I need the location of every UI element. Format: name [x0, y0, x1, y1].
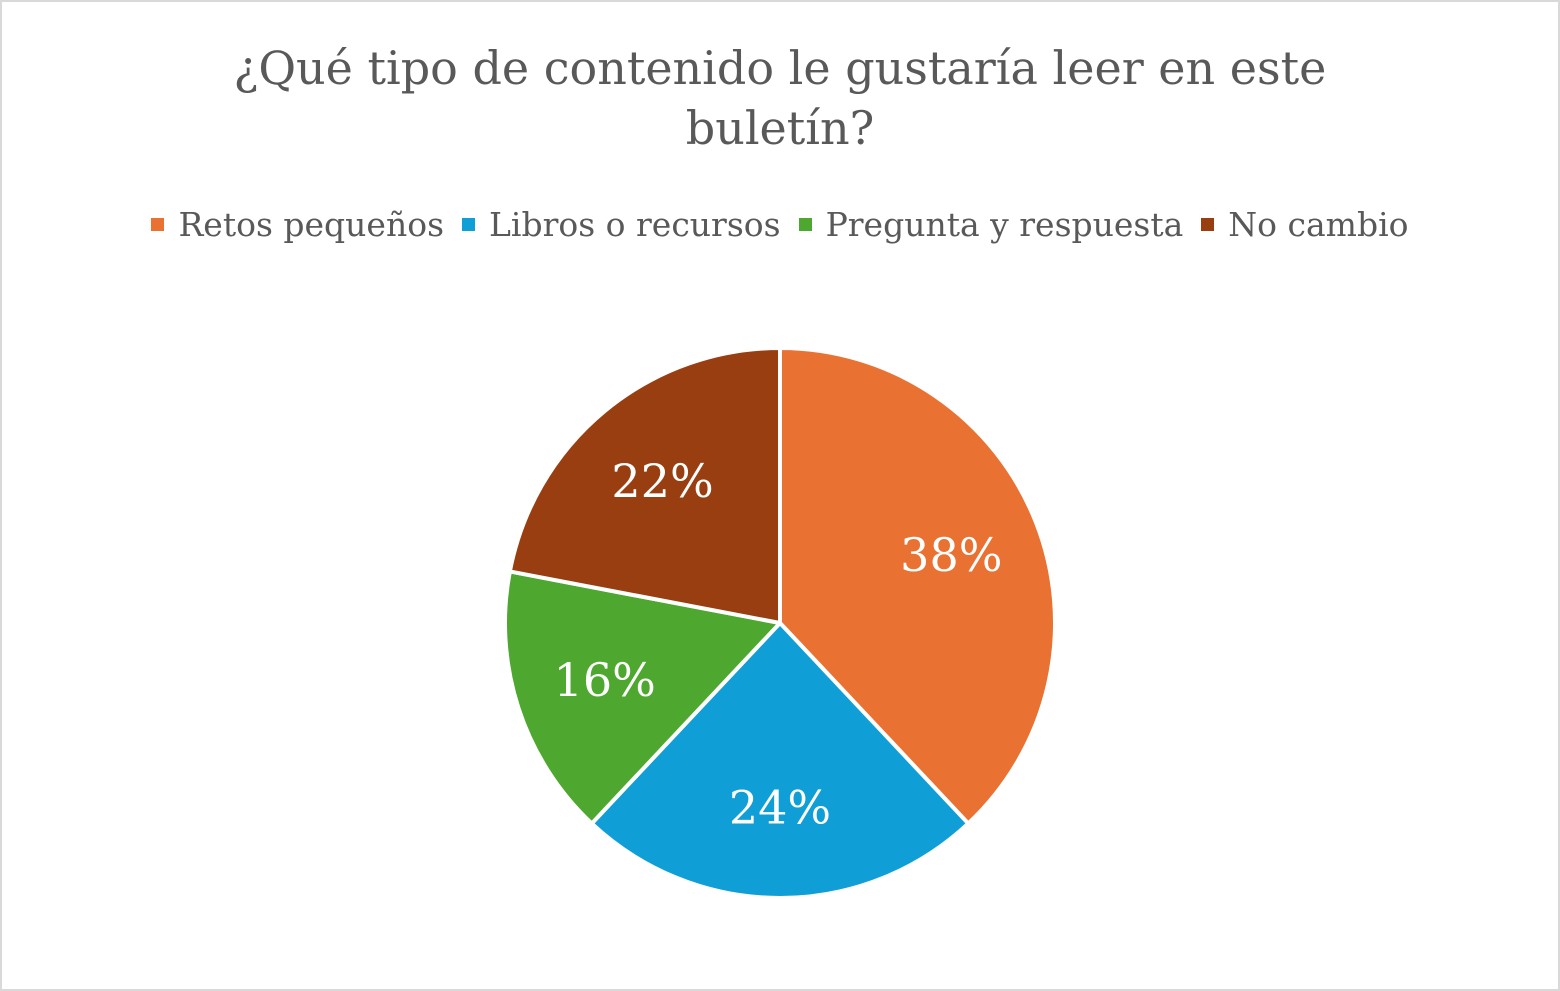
legend-label: Retos pequeños	[178, 205, 444, 244]
data-label: 38%	[900, 528, 1002, 582]
pie-slice-4	[507, 346, 782, 625]
legend-swatch	[1201, 218, 1215, 231]
legend: Retos pequeños Libros o recursos Pregunta …	[2, 200, 1558, 244]
legend-item: Pregunta y respuesta	[798, 205, 1184, 244]
chart-title-line-1: ¿Qué tipo de contenido le gustaría leer …	[233, 41, 1327, 95]
pie-slice-1	[778, 346, 1057, 826]
chart-title-line-2: buletín?	[685, 101, 875, 155]
legend-swatch	[462, 218, 475, 231]
legend-label: Pregunta y respuesta	[825, 205, 1184, 244]
data-label: 16%	[554, 653, 656, 707]
legend-label: No cambio	[1228, 205, 1409, 244]
legend-item: Libros o recursos	[462, 205, 781, 244]
data-label: 22%	[611, 454, 713, 508]
pie-slice-2	[589, 621, 971, 900]
chart-title: ¿Qué tipo de contenido le gustaría leer …	[2, 38, 1558, 158]
legend-label: Libros o recursos	[489, 205, 781, 244]
pie-slice-3	[503, 569, 782, 826]
legend-swatch	[151, 218, 165, 231]
legend-item: No cambio	[1201, 205, 1409, 244]
legend-swatch	[798, 218, 812, 231]
data-label: 24%	[729, 780, 831, 834]
legend-item: Retos pequeños	[151, 205, 444, 244]
